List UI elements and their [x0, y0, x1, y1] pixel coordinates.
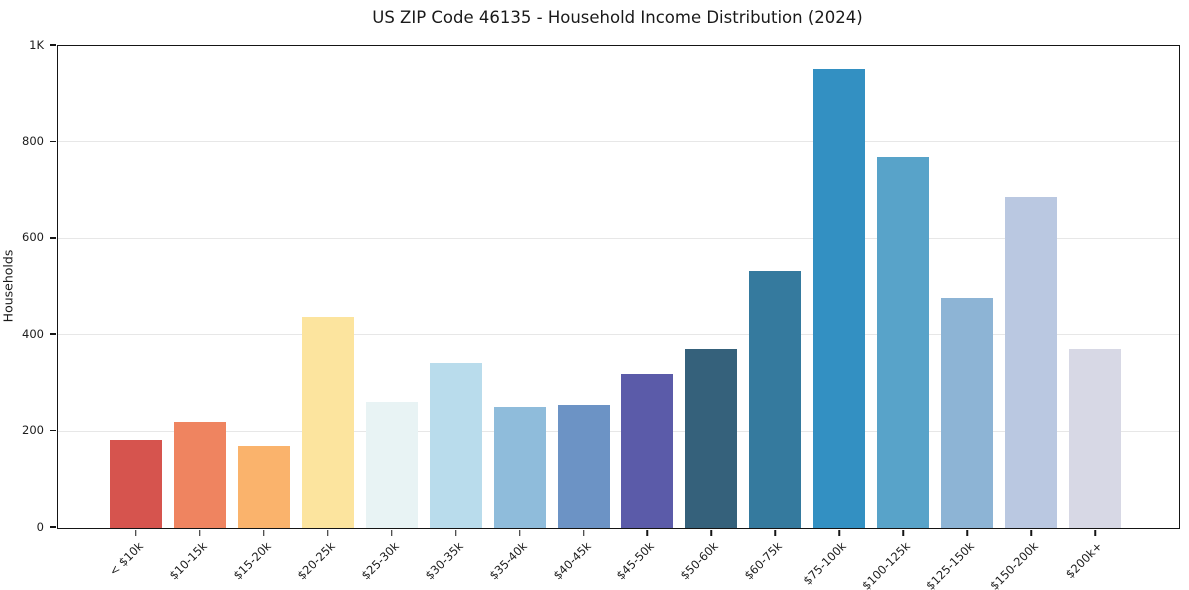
bar-slot-13: $125-150k [923, 46, 999, 590]
bar-14 [1005, 196, 1058, 528]
x-ticklabel-14: $150-200k [987, 539, 1041, 590]
x-ticklabel-1: $10-15k [166, 539, 210, 583]
bar-slot-3: $20-25k [294, 46, 360, 582]
bar-slot-4: $25-30k [358, 46, 424, 582]
x-ticklabel-15: $200k+ [1062, 539, 1105, 582]
bar-0 [109, 439, 162, 528]
y-ticklabel-1K: 1K [29, 37, 44, 52]
x-ticklabel-12: $100-125k [859, 539, 914, 590]
bar-slot-5: $30-35k [422, 46, 488, 582]
bar-slot-12: $100-125k [859, 46, 935, 590]
bar-2 [237, 446, 290, 528]
y-ticklabel-0: 0 [36, 519, 44, 534]
x-ticklabel-13: $125-150k [923, 539, 978, 590]
x-tickmark-2 [263, 529, 265, 536]
x-tickmark-1 [199, 529, 201, 536]
x-ticklabel-11: $75-100k [800, 539, 850, 588]
x-ticklabel-10: $60-75k [741, 539, 786, 583]
x-ticklabel-0: < $10k [106, 539, 146, 579]
x-ticklabel-9: $50-60k [677, 539, 722, 583]
x-ticklabel-7: $40-45k [550, 539, 594, 583]
x-tickmark-11 [838, 529, 841, 536]
y-ticklabel-400: 400 [22, 326, 44, 341]
bar-1 [173, 422, 226, 528]
bar-11 [813, 69, 866, 528]
x-ticklabel-2: $15-20k [230, 539, 274, 583]
bar-9 [685, 348, 738, 528]
bar-slot-1: $10-15k [166, 46, 232, 582]
x-tickmark-0 [135, 529, 137, 536]
gridline-400 [58, 334, 1179, 336]
bar-7 [557, 404, 610, 528]
bar-15 [1069, 348, 1122, 528]
bar-13 [941, 297, 994, 528]
x-ticklabel-5: $30-35k [422, 539, 466, 583]
y-axis-title-text: Households [0, 249, 16, 323]
bar-5 [429, 362, 482, 528]
x-tickmark-13 [966, 529, 968, 536]
gridline-800 [58, 141, 1179, 143]
x-tickmark-4 [390, 529, 393, 536]
bar-slot-6: $35-40k [486, 46, 552, 582]
bar-slot-9: $50-60k [678, 46, 743, 582]
bar-4 [365, 401, 418, 528]
y-tickmark-0 [50, 526, 56, 528]
bar-slot-0: < $10k [104, 46, 168, 579]
bar-12 [877, 156, 930, 528]
bar-slot-15: $200k+ [1063, 46, 1127, 581]
bar-10 [749, 271, 802, 528]
bar-slot-2: $15-20k [230, 46, 296, 582]
y-tickmark-600 [50, 237, 56, 239]
x-ticklabel-8: $45-50k [613, 539, 658, 583]
x-tickmark-12 [902, 529, 904, 536]
y-tickmark-800 [50, 140, 56, 143]
x-ticklabel-6: $35-40k [486, 539, 530, 583]
x-tickmark-15 [1094, 529, 1096, 536]
x-ticklabel-3: $20-25k [294, 539, 338, 583]
x-tickmark-10 [774, 529, 777, 536]
x-ticklabel-4: $25-30k [358, 539, 402, 583]
bar-slot-14: $150-200k [987, 46, 1063, 590]
y-ticklabel-200: 200 [22, 423, 44, 438]
bar-6 [493, 406, 546, 528]
bars-container: < $10k $10-15k $15-20k $20-25k $25-30k $30-35… [58, 46, 1179, 590]
y-tickmark-200 [50, 429, 56, 432]
y-ticklabel-600: 600 [22, 230, 44, 245]
chart-title: US ZIP Code 46135 - Household Income Dis… [372, 8, 863, 27]
x-tickmark-8 [646, 529, 649, 536]
x-tickmark-7 [582, 529, 585, 536]
x-tickmark-3 [327, 529, 329, 536]
bar-3 [301, 317, 354, 528]
bar-slot-7: $40-45k [550, 46, 616, 582]
bar-8 [621, 373, 674, 528]
y-tickmark-1K [50, 44, 56, 46]
plot-area: < $10k $10-15k $15-20k $20-25k $25-30k $30-35… [57, 45, 1180, 590]
y-tickmark-400 [50, 333, 56, 335]
x-tickmark-9 [710, 529, 713, 536]
gridline-200 [58, 430, 1179, 432]
gridline-600 [58, 237, 1179, 239]
x-tickmark-14 [1030, 529, 1032, 536]
x-tickmark-6 [518, 529, 521, 536]
x-tickmark-5 [454, 529, 457, 536]
y-ticklabel-800: 800 [22, 133, 44, 148]
bar-slot-11: $75-100k [801, 46, 871, 588]
bar-slot-8: $45-50k [614, 46, 680, 582]
bar-slot-10: $60-75k [742, 46, 807, 582]
